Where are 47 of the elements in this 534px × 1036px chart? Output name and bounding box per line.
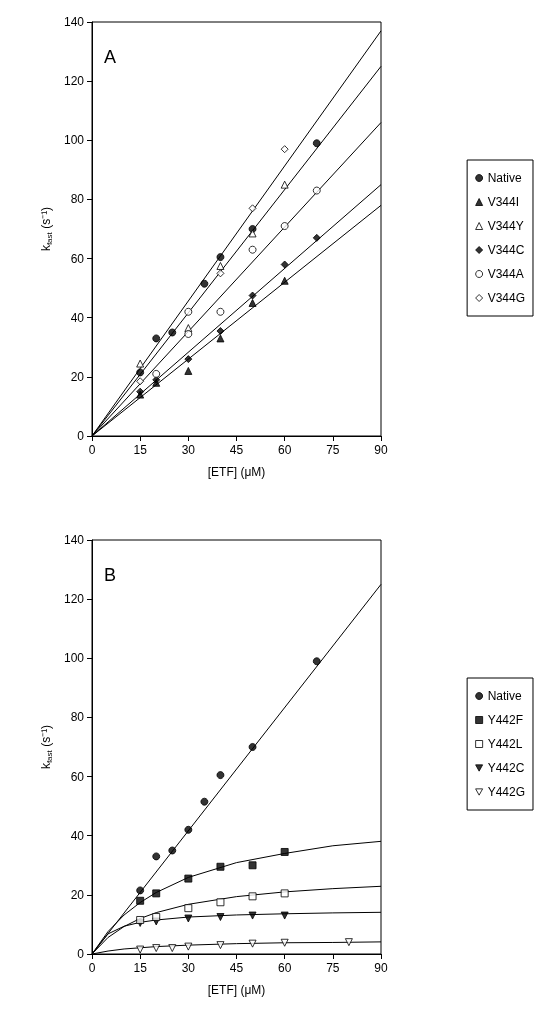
x-tick-label: 90 [374, 443, 388, 457]
y-tick-label: 80 [70, 710, 85, 725]
x-tick-label: 60 [277, 961, 292, 975]
y-tick-label: 20 [70, 887, 85, 902]
legend-label: Native [487, 171, 522, 185]
annotation: A [104, 47, 117, 67]
x-tick-label: 15 [133, 961, 148, 975]
legend-label: V344Y [487, 219, 524, 233]
x-tick-label: 30 [181, 961, 196, 975]
x-tick-label: 30 [181, 443, 196, 457]
y-tick-label: 60 [70, 251, 85, 266]
legend-label: Y442C [487, 761, 525, 775]
x-tick-label: 0 [88, 443, 96, 457]
x-tick-label: 60 [277, 443, 292, 457]
x-axis-title: [ETF] (μM) [207, 983, 266, 997]
y-tick-label: 0 [77, 429, 85, 443]
legend-label: Native [487, 689, 522, 703]
y-tick-label: 40 [70, 310, 85, 325]
x-tick-label: 0 [88, 961, 96, 975]
x-tick-label: 15 [133, 443, 148, 457]
y-tick-label: 80 [70, 192, 85, 207]
x-tick-label: 75 [326, 961, 340, 975]
x-tick-label: 90 [374, 961, 388, 975]
x-axis-title: [ETF] (μM) [207, 465, 266, 479]
y-tick-label: 140 [63, 15, 85, 29]
y-tick-label: 120 [63, 74, 85, 89]
y-tick-label: 0 [77, 947, 85, 961]
legend-label: V344G [487, 291, 525, 305]
legend-label: V344A [487, 267, 524, 281]
legend-label: Y442F [487, 713, 523, 727]
annotation: B [104, 565, 117, 585]
legend-label: Y442G [487, 785, 525, 799]
y-tick-label: 120 [63, 592, 85, 607]
y-tick-label: 100 [63, 651, 85, 666]
x-tick-label: 45 [229, 443, 244, 457]
legend-label: Y442L [487, 737, 523, 751]
x-tick-label: 75 [326, 443, 340, 457]
y-tick-label: 60 [70, 769, 85, 784]
x-tick-label: 45 [229, 961, 244, 975]
y-tick-label: 40 [70, 828, 85, 843]
legend-label: V344C [487, 243, 525, 257]
y-tick-label: 140 [63, 533, 85, 547]
y-tick-label: 20 [70, 369, 85, 384]
legend-label: V344I [487, 195, 519, 209]
y-axis-title: kfast (s⁻¹) [39, 206, 54, 252]
y-axis-title: kfast (s⁻¹) [39, 724, 54, 770]
y-tick-label: 100 [63, 133, 85, 148]
